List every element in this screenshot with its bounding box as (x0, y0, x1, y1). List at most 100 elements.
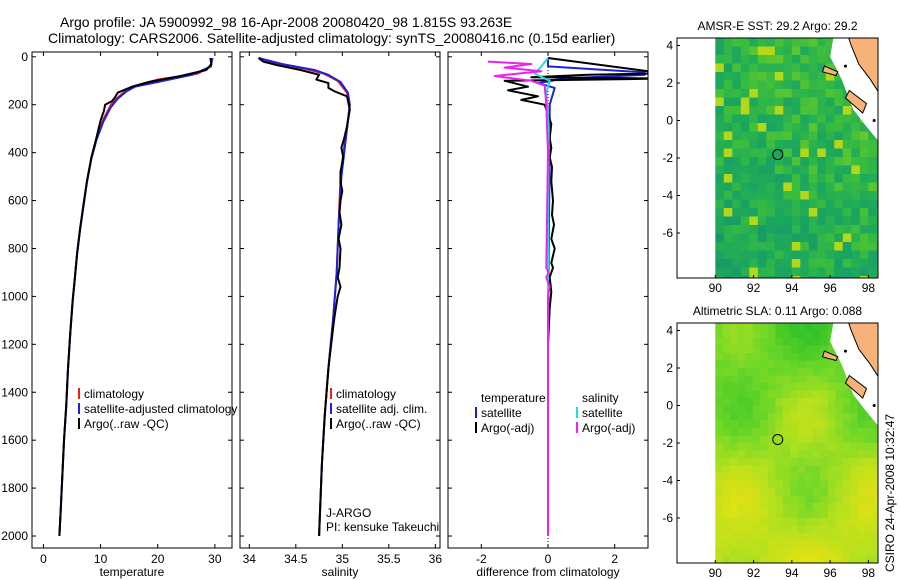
map-cell (737, 435, 746, 444)
map-cell (868, 276, 878, 278)
map-cell (745, 323, 754, 331)
map-cell (827, 555, 836, 563)
map-cell (791, 106, 801, 115)
map-cell (760, 443, 769, 451)
map-cell (820, 368, 829, 376)
map-cell (790, 480, 799, 489)
series-line-temperature-argo-adj- (503, 57, 648, 536)
map-cell (749, 97, 759, 107)
map-cell (808, 242, 818, 251)
map-cell (767, 488, 776, 496)
map-cell (812, 428, 821, 436)
map-cell (842, 199, 852, 209)
map-cell (715, 435, 724, 444)
map-cell (766, 97, 776, 107)
map-cell (817, 182, 827, 192)
map-cell (745, 548, 754, 556)
map-cell (820, 435, 829, 444)
map-cell (775, 450, 784, 459)
map-cell (842, 495, 851, 504)
map-cell (767, 420, 776, 429)
map-cell (851, 242, 861, 251)
map-cell (800, 89, 810, 98)
map-cell (835, 458, 844, 466)
map-cell (825, 131, 835, 141)
map-cell (749, 174, 759, 183)
map-cell (749, 233, 759, 243)
map-cell (760, 473, 769, 481)
map-cell (812, 473, 821, 481)
map-cell (842, 398, 851, 406)
map-cell (775, 360, 784, 369)
argo-position-marker (772, 149, 784, 161)
map-cell (745, 533, 754, 541)
map-cell (715, 480, 724, 489)
map-cell (732, 182, 742, 192)
map-cell (805, 488, 814, 496)
series-group (58, 57, 214, 537)
map-cell (790, 540, 799, 549)
map-cell (722, 420, 731, 429)
map-cell (760, 495, 769, 504)
map-cell (737, 548, 746, 556)
map-cell (827, 443, 836, 451)
map-cell (817, 259, 827, 268)
map-cell (842, 518, 851, 526)
map-cell (722, 533, 731, 541)
map-cell (876, 208, 878, 217)
map-cell (808, 131, 818, 141)
argo-position-marker (772, 434, 784, 446)
map-cell (797, 353, 806, 361)
map-cell (715, 114, 725, 124)
map-cell (808, 199, 818, 209)
sst-map-panel: AMSR-E SST: 29.2 Argo: 29.2 90 92 94 96 98 4 2 0… (662, 19, 879, 295)
map-cell (757, 46, 767, 56)
map-cell (745, 503, 754, 511)
map-cell (740, 250, 750, 260)
map-cell (752, 510, 761, 519)
map-cell (745, 390, 754, 399)
map-cell (834, 140, 844, 149)
map-cell (827, 323, 836, 331)
map-cell (842, 548, 851, 556)
map-cell (732, 123, 742, 132)
map-cell (835, 405, 844, 414)
map-cell (775, 488, 784, 496)
map-cell (749, 148, 759, 158)
map-cell (791, 80, 801, 90)
map-cell (857, 420, 866, 429)
map-cell (745, 353, 754, 361)
map-cell (835, 555, 844, 563)
map-cell (723, 97, 733, 107)
map-cell (835, 473, 844, 481)
map-cell (857, 533, 866, 541)
map-cell (825, 250, 835, 260)
map-cell (766, 46, 776, 56)
map-cell (872, 540, 878, 549)
map-cell (876, 140, 878, 149)
map-cell (737, 360, 746, 369)
map-cell (737, 375, 746, 384)
map-cell (790, 405, 799, 414)
map-cell (774, 72, 784, 81)
map-cell (782, 428, 791, 436)
map-cell (790, 458, 799, 466)
map-cell (730, 458, 739, 466)
map-cell (737, 473, 746, 481)
map-cell (783, 123, 793, 132)
map-cell (783, 199, 793, 209)
map-cell (740, 148, 750, 158)
map-cell (715, 398, 724, 406)
map-cell (820, 458, 829, 466)
map-cell (730, 473, 739, 481)
map-cell (737, 398, 746, 406)
map-cell (752, 435, 761, 444)
map-cell (767, 495, 776, 504)
map-cell (745, 420, 754, 429)
map-cell (797, 480, 806, 489)
land-sumatra (848, 38, 878, 93)
map-cell (732, 157, 742, 166)
map-cell (749, 46, 759, 56)
map-cell (825, 225, 835, 234)
map-cell (842, 383, 851, 391)
